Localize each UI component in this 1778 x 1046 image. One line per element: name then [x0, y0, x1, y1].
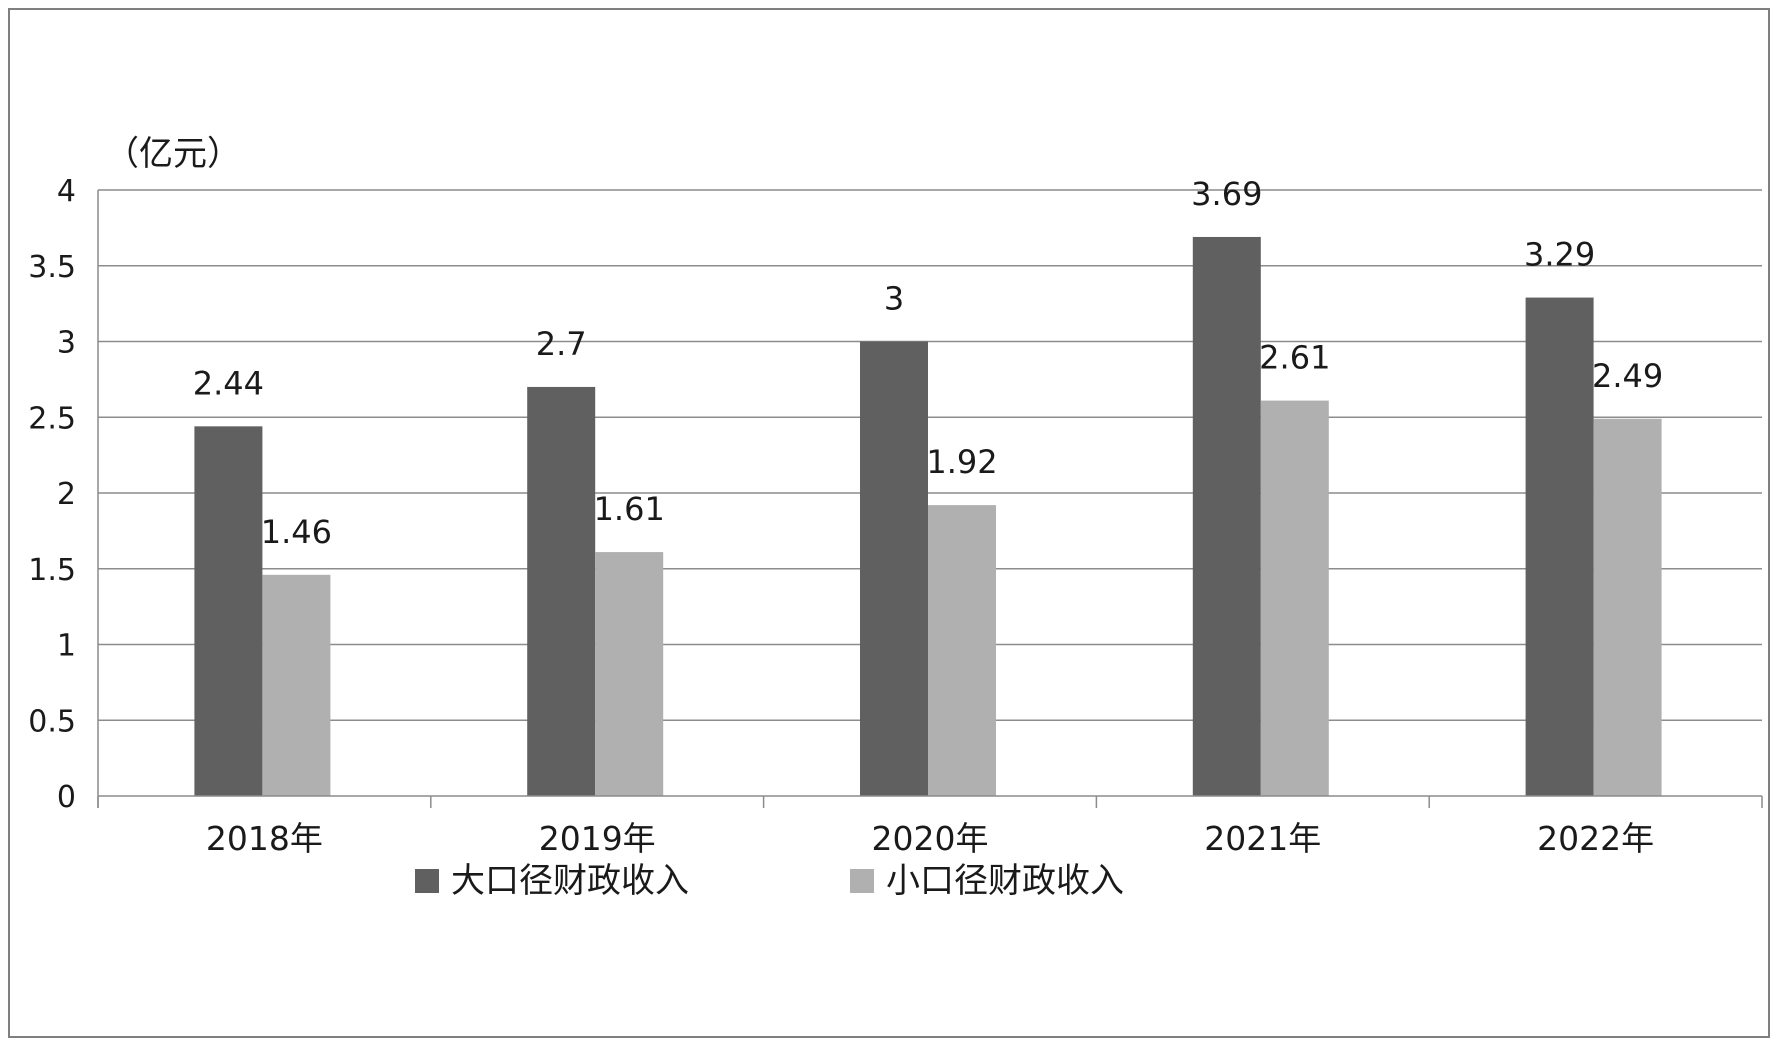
bar-s1-4 [1593, 418, 1662, 796]
legend-swatch-0 [415, 869, 439, 893]
legend-label-0: 大口径财政收入 [451, 861, 689, 901]
data-label-s1-4: 2.49 [1592, 357, 1663, 395]
y-tick-label-3: 3 [57, 326, 76, 361]
bar-s0-4 [1525, 297, 1594, 796]
bar-s0-2 [860, 341, 928, 796]
data-label-s0-0: 2.44 [193, 364, 264, 402]
data-label-s0-2: 3 [884, 280, 904, 318]
y-axis-unit-label: （亿元） [105, 134, 241, 174]
x-category-label-0: 2018年 [206, 819, 323, 858]
data-labels: 2.44 1.46 2.7 1.61 3 1.92 3.69 2.61 3.29 2.49 [193, 175, 1663, 551]
bar-s1-0 [262, 574, 331, 796]
bar-chart: （亿元） 0 0.5 1 1.5 2 2.5 3 3.5 4 2.44 1.46 2.7 1.61 3 1… [28, 134, 1763, 901]
y-tick-label-0: 0 [57, 780, 76, 815]
bars [194, 236, 1662, 797]
data-label-s0-1: 2.7 [536, 325, 587, 363]
bar-s0-1 [527, 386, 596, 796]
y-tick-label-4: 4 [57, 174, 76, 209]
y-tick-label-2: 2 [57, 477, 76, 512]
x-category-label-2: 2020年 [872, 819, 989, 858]
y-tick-label-1.5: 1.5 [28, 553, 76, 588]
legend: 大口径财政收入 小口径财政收入 [415, 861, 1124, 901]
bar-s0-3 [1192, 236, 1261, 797]
data-label-s1-1: 1.61 [594, 490, 665, 528]
bar-s1-2 [928, 505, 996, 796]
legend-swatch-1 [850, 869, 874, 893]
bar-s1-1 [595, 552, 664, 796]
data-label-s0-4: 3.29 [1524, 236, 1595, 274]
data-label-s1-3: 2.61 [1259, 339, 1330, 377]
y-tick-label-0.5: 0.5 [28, 704, 76, 739]
legend-label-1: 小口径财政收入 [886, 861, 1124, 901]
y-tick-label-2.5: 2.5 [28, 401, 76, 436]
y-axis-tick-labels: 0 0.5 1 1.5 2 2.5 3 3.5 4 [28, 174, 76, 815]
x-axis-category-labels: 2018年 2019年 2020年 2021年 2022年 [206, 819, 1654, 858]
y-tick-label-3.5: 3.5 [28, 250, 76, 285]
data-label-s1-0: 1.46 [261, 513, 332, 551]
data-label-s1-2: 1.92 [926, 443, 997, 481]
data-label-s0-3: 3.69 [1191, 175, 1262, 213]
chart-frame: （亿元） 0 0.5 1 1.5 2 2.5 3 3.5 4 2.44 1.46 2.7 1.61 3 1… [8, 8, 1770, 1038]
x-axis [97, 190, 1763, 808]
x-category-label-3: 2021年 [1204, 819, 1321, 858]
x-category-label-1: 2019年 [539, 819, 656, 858]
bar-s1-3 [1260, 400, 1329, 796]
x-category-label-4: 2022年 [1537, 819, 1654, 858]
bar-s0-0 [194, 426, 263, 796]
y-tick-label-1: 1 [57, 629, 76, 664]
